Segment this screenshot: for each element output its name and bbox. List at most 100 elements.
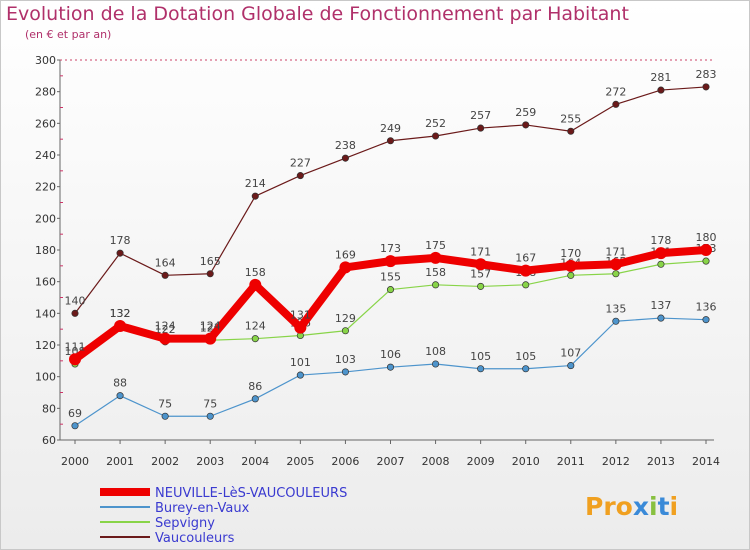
data-label: 170 xyxy=(560,247,581,260)
data-label: 167 xyxy=(515,252,536,265)
data-point xyxy=(71,422,79,430)
data-label: 255 xyxy=(560,112,581,125)
data-point xyxy=(386,137,395,145)
data-point xyxy=(702,316,710,324)
data-point xyxy=(432,360,440,368)
x-tick-label: 2003 xyxy=(196,455,224,468)
y-tick-label: 180 xyxy=(35,244,56,257)
data-label: 122 xyxy=(155,323,176,336)
data-point xyxy=(522,281,530,289)
data-label: 283 xyxy=(696,68,717,81)
logo-letter: t xyxy=(658,492,670,521)
data-point xyxy=(294,321,307,334)
data-label: 180 xyxy=(696,231,717,244)
data-point xyxy=(249,278,262,291)
data-label: 249 xyxy=(380,122,401,135)
data-label: 132 xyxy=(110,307,131,320)
data-point xyxy=(564,259,577,272)
data-point xyxy=(477,365,485,373)
x-tick-label: 2010 xyxy=(512,455,540,468)
logo-letter: r xyxy=(603,492,616,521)
y-tick-label: 300 xyxy=(35,54,56,67)
data-label: 164 xyxy=(155,256,176,269)
y-tick-label: 240 xyxy=(35,149,56,162)
data-label: 157 xyxy=(470,267,491,280)
data-point xyxy=(251,335,259,343)
data-point xyxy=(519,264,532,277)
x-tick-label: 2002 xyxy=(151,455,179,468)
data-label: 178 xyxy=(650,234,671,247)
data-point xyxy=(251,395,259,403)
data-label: 169 xyxy=(335,248,356,261)
data-label: 107 xyxy=(560,347,581,360)
data-label: 136 xyxy=(696,301,717,314)
data-label: 105 xyxy=(515,350,536,363)
data-label: 171 xyxy=(605,245,626,258)
x-tick-label: 2004 xyxy=(241,455,269,468)
data-point xyxy=(296,371,304,379)
y-tick-label: 220 xyxy=(35,181,56,194)
x-tick-label: 2009 xyxy=(467,455,495,468)
x-tick-label: 2013 xyxy=(647,455,675,468)
logo-letter: x xyxy=(633,492,649,521)
data-label: 281 xyxy=(650,71,671,84)
chart-subtitle: (en € et par an) xyxy=(25,28,112,41)
data-label: 214 xyxy=(245,177,266,190)
legend-label-neuville-les-vaucouleurs: NEUVILLE-LèS-VAUCOULEURS xyxy=(155,486,347,501)
chart-title: Evolution de la Dotation Globale de Fonc… xyxy=(6,3,629,25)
legend-label-vaucouleurs: Vaucouleurs xyxy=(155,531,235,546)
x-tick-label: 2001 xyxy=(106,455,134,468)
x-tick-label: 2006 xyxy=(331,455,359,468)
proxiti-logo-text: Proxiti xyxy=(585,492,678,521)
x-tick-label: 2008 xyxy=(422,455,450,468)
data-point xyxy=(477,282,485,290)
data-point xyxy=(432,281,440,289)
data-label: 106 xyxy=(380,348,401,361)
data-label: 132 xyxy=(110,307,131,320)
data-label: 227 xyxy=(290,157,311,170)
data-point xyxy=(567,127,575,135)
series-burey-en-vaux: 69 88 75 75 86 101 103 106 108 105 105 107 135 137 136 xyxy=(68,299,717,430)
data-point xyxy=(474,258,487,271)
data-label: 252 xyxy=(425,117,446,130)
data-point xyxy=(341,154,349,162)
logo-letter: i xyxy=(670,492,679,521)
data-point xyxy=(339,261,352,274)
proxiti-logo: Proxiti xyxy=(585,492,678,521)
data-point xyxy=(161,271,169,279)
data-label: 272 xyxy=(605,85,626,98)
data-label: 111 xyxy=(65,340,86,353)
data-label: 86 xyxy=(248,380,262,393)
data-point xyxy=(609,258,622,271)
x-tick-label: 2014 xyxy=(692,455,720,468)
data-label: 124 xyxy=(155,320,176,333)
y-tick-label: 200 xyxy=(35,212,56,225)
data-label: 178 xyxy=(110,234,131,247)
data-point xyxy=(612,317,620,325)
data-point xyxy=(116,392,124,400)
data-label: 108 xyxy=(425,345,446,358)
data-point xyxy=(657,86,665,94)
data-label: 238 xyxy=(335,139,356,152)
data-point xyxy=(116,249,124,257)
chart-plot-area: 140 178 164 165 214 227 238 249 252 257 259 255 272 2… xyxy=(65,68,717,430)
data-point xyxy=(654,247,667,260)
data-label: 173 xyxy=(380,242,401,255)
data-point xyxy=(657,314,665,322)
y-tick-label: 100 xyxy=(35,371,56,384)
data-label: 171 xyxy=(470,245,491,258)
data-point xyxy=(204,332,217,345)
data-label: 75 xyxy=(203,397,217,410)
data-point xyxy=(206,412,214,420)
data-point xyxy=(251,192,259,200)
data-label: 175 xyxy=(425,239,446,252)
data-label: 103 xyxy=(335,353,356,366)
data-label: 124 xyxy=(245,320,266,333)
x-tick-label: 2005 xyxy=(286,455,314,468)
data-point xyxy=(341,368,349,376)
legend-label-burey-en-vaux: Burey-en-Vaux xyxy=(155,501,250,516)
data-point xyxy=(296,172,304,180)
x-tick-label: 2007 xyxy=(377,455,405,468)
